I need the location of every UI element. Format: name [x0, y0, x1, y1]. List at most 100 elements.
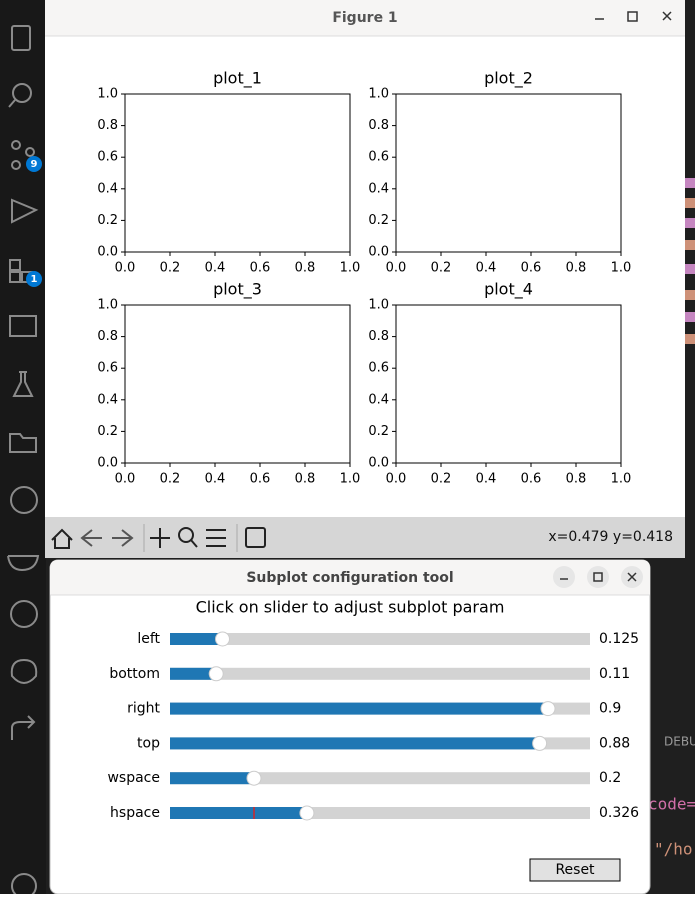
pan-button[interactable] [150, 528, 170, 548]
extensions-icon[interactable] [9, 259, 21, 271]
configure-button[interactable] [206, 529, 226, 547]
docker-icon[interactable] [7, 555, 40, 572]
y-tick-label: 0.6 [368, 150, 389, 165]
folder-icon[interactable] [9, 433, 37, 453]
slider-handle[interactable] [215, 631, 230, 647]
slider-fill [170, 807, 307, 819]
badge-bg [26, 271, 42, 287]
slider-value: 0.125 [599, 631, 639, 647]
plot-title: plot_2 [484, 69, 533, 89]
y-tick-label: 0.2 [97, 213, 118, 228]
maximize-button[interactable] [627, 11, 638, 22]
slider-handle[interactable] [299, 805, 315, 821]
y-tick-label: 0.2 [97, 424, 118, 439]
slider-value: 0.2 [599, 770, 621, 786]
axes-frame [395, 304, 622, 464]
slider-handle[interactable] [246, 770, 262, 786]
slider-fill [170, 772, 254, 785]
x-tick-label: 0.8 [566, 261, 587, 276]
slider-handle[interactable] [540, 701, 556, 717]
panel-tab[interactable]: DEBU [664, 735, 695, 749]
slider-track[interactable] [170, 667, 590, 680]
x-tick-label: 0.6 [521, 261, 542, 276]
x-tick-label: 1.0 [611, 472, 632, 487]
scm-icon[interactable] [11, 140, 21, 150]
share-icon[interactable] [11, 715, 36, 740]
code-token [685, 218, 695, 228]
subplot-tool-window: Subplot configuration tool Click on slid… [49, 559, 651, 895]
axes-frame [124, 93, 351, 253]
y-tick-label: 0.8 [368, 118, 389, 133]
maximize-button[interactable] [587, 566, 609, 588]
graph-icon[interactable] [10, 600, 38, 628]
x-tick-label: 0.4 [205, 472, 226, 487]
plot-title: plot_4 [484, 280, 533, 300]
close-button[interactable] [662, 11, 672, 21]
slider-label: left [137, 631, 160, 647]
code-token [685, 240, 695, 250]
search-icon-handle [8, 99, 16, 108]
x-tick-label: 0.0 [386, 261, 407, 276]
scm-icon-node [11, 160, 21, 170]
remote-icon[interactable] [9, 315, 37, 337]
code-token [685, 198, 695, 208]
minimize-button[interactable] [553, 566, 575, 588]
y-tick-label: 0.6 [97, 361, 118, 376]
search-icon[interactable] [12, 83, 32, 103]
toolbar-icons [51, 527, 266, 549]
y-tick-label: 0.0 [368, 245, 389, 260]
slider-track[interactable] [170, 772, 590, 785]
badge: 9 [31, 159, 38, 170]
tree-icon[interactable] [10, 659, 38, 684]
panel [650, 722, 695, 894]
testing-icon[interactable] [12, 371, 34, 397]
account-icon[interactable] [11, 873, 37, 898]
y-tick-label: 1.0 [97, 87, 118, 102]
x-tick-label: 0.8 [295, 261, 316, 276]
back-button[interactable] [80, 529, 102, 547]
plot-title: plot_3 [213, 280, 262, 300]
axes-frame [124, 304, 351, 464]
maximize-glyph [593, 572, 603, 582]
scm-icon-node [25, 147, 35, 157]
slider-fill [170, 667, 217, 680]
x-tick-label: 0.4 [205, 261, 226, 276]
slider-value: 0.11 [599, 666, 630, 682]
axes-frame [395, 93, 622, 253]
home-button[interactable] [51, 528, 73, 549]
y-tick-label: 0.0 [97, 456, 118, 471]
reset-label[interactable]: Reset [555, 862, 595, 878]
code-token [685, 290, 695, 300]
y-tick-label: 0.2 [368, 213, 389, 228]
slider-label: bottom [109, 666, 160, 682]
tool-icon[interactable] [10, 486, 38, 514]
slider-value: 0.9 [599, 701, 621, 717]
tool-heading: Click on slider to adjust subplot param [196, 598, 505, 617]
slider-handle[interactable] [532, 735, 548, 751]
x-tick-label: 0.8 [295, 472, 316, 487]
forward-button[interactable] [112, 529, 134, 547]
slider-fill [170, 702, 548, 715]
slider-handle[interactable] [208, 666, 224, 682]
explorer-icon[interactable] [11, 25, 31, 51]
window-body [45, 0, 685, 558]
code-token [685, 264, 695, 274]
title-bar [50, 560, 650, 595]
reset-button[interactable] [529, 858, 621, 882]
debug-icon[interactable] [11, 198, 39, 224]
code-text: "/ho [654, 840, 693, 859]
y-tick-label: 1.0 [368, 87, 389, 102]
y-tick-label: 0.0 [368, 456, 389, 471]
save-button[interactable] [245, 527, 266, 548]
x-tick-label: 0.0 [115, 261, 136, 276]
slider-track[interactable] [170, 633, 590, 645]
badge-bg [26, 156, 42, 172]
figure-window: Figure 1 x=0.479 y=0.418 plot_1 0.0 0.2 0.4… [45, 0, 685, 558]
x-tick-label: 0.2 [431, 261, 452, 276]
slider-label: right [127, 701, 160, 717]
zoom-button[interactable] [178, 527, 194, 543]
x-tick-label: 0.4 [476, 261, 497, 276]
y-tick-label: 0.4 [368, 181, 389, 196]
window-title: Subplot configuration tool [246, 570, 453, 586]
